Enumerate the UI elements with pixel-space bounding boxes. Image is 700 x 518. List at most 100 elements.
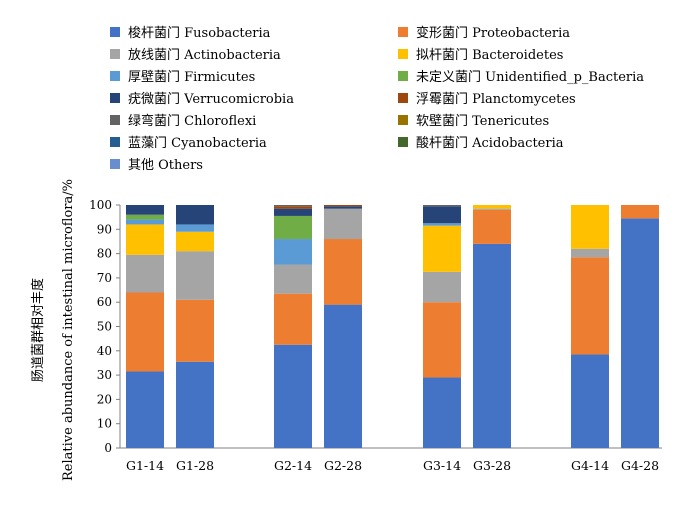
legend-label: 其他 Others	[128, 158, 203, 173]
bar-segment	[324, 304, 362, 448]
y-tick-label: 20	[97, 392, 112, 406]
y-tick-label: 30	[97, 368, 112, 382]
bar-segment	[324, 208, 362, 240]
legend: 梭杆菌门 Fusobacteria 变形菌门 Proteobacteria 放线菌门…	[110, 25, 644, 173]
bar-segment	[126, 214, 164, 220]
legend-label: 疣微菌门 Verrucomicrobia	[128, 92, 294, 107]
legend-swatch	[398, 137, 408, 147]
legend-label: 绿弯菌门 Chloroflexi	[128, 113, 256, 129]
legend-swatch	[110, 159, 120, 169]
bar-segment	[324, 239, 362, 305]
x-tick-label: G1-14	[126, 458, 164, 473]
legend-item: 梭杆菌门 Fusobacteria	[110, 25, 271, 41]
legend-swatch	[398, 93, 408, 103]
y-axis-title-cn: 肠道菌群相对丰度	[30, 278, 46, 382]
bar-segment	[324, 206, 362, 209]
y-axis-title: 肠道菌群相对丰度 Relative abundance of intestina…	[30, 179, 76, 481]
legend-swatch	[110, 49, 120, 59]
legend-item: 软壁菌门 Tenericutes	[398, 114, 549, 129]
bar-segment	[571, 257, 609, 355]
bar-segment	[176, 361, 214, 448]
legend-item: 绿弯菌门 Chloroflexi	[110, 113, 256, 129]
legend-label: 放线菌门 Actinobacteria	[128, 48, 281, 63]
legend-label: 厚壁菌门 Firmicutes	[128, 70, 255, 85]
legend-label: 未定义菌门 Unidentified_p_Bacteria	[416, 70, 644, 85]
y-tick-label: 80	[97, 247, 112, 261]
legend-label: 蓝藻门 Cyanobacteria	[128, 136, 267, 151]
legend-swatch	[398, 27, 408, 37]
legend-swatch	[398, 115, 408, 125]
bar-segment	[274, 264, 312, 294]
legend-item: 未定义菌门 Unidentified_p_Bacteria	[398, 70, 644, 85]
bar-segment	[423, 271, 461, 303]
y-tick-label: 0	[104, 441, 112, 455]
bar-segment	[571, 354, 609, 448]
legend-item: 浮霉菌门 Planctomycetes	[398, 92, 576, 107]
y-tick-label: 40	[97, 344, 112, 358]
legend-swatch	[110, 115, 120, 125]
bar-segment	[423, 206, 461, 224]
legend-label: 变形菌门 Proteobacteria	[416, 25, 570, 41]
y-tick-label: 60	[97, 295, 112, 309]
y-tick-label: 100	[89, 198, 112, 212]
legend-label: 浮霉菌门 Planctomycetes	[416, 92, 576, 107]
x-tick-label: G4-28	[621, 458, 659, 473]
legend-swatch	[110, 71, 120, 81]
bar-segment	[473, 208, 511, 210]
bar-segment	[423, 225, 461, 272]
bar-segment	[176, 231, 214, 252]
legend-item: 蓝藻门 Cyanobacteria	[110, 136, 267, 151]
bar-segment	[176, 224, 214, 232]
bar-segment	[176, 299, 214, 362]
y-tick-label: 50	[97, 320, 112, 334]
bar-segment	[274, 205, 312, 207]
x-tick-label: G3-28	[473, 458, 511, 473]
x-tick-label: G4-14	[571, 458, 609, 473]
legend-label: 酸杆菌门 Acidobacteria	[416, 136, 564, 151]
bar-segment	[126, 219, 164, 225]
legend-label: 软壁菌门 Tenericutes	[416, 114, 549, 129]
bar-segment	[423, 302, 461, 378]
legend-item: 疣微菌门 Verrucomicrobia	[110, 92, 294, 107]
bar-segment	[274, 206, 312, 209]
legend-label: 梭杆菌门 Fusobacteria	[128, 25, 271, 41]
bar-segment	[423, 205, 461, 207]
bar-segment	[126, 205, 164, 215]
bar-segment	[126, 292, 164, 372]
bar-segment	[423, 223, 461, 226]
bar-segment	[473, 243, 511, 448]
legend-item: 酸杆菌门 Acidobacteria	[398, 136, 564, 151]
legend-item: 厚壁菌门 Firmicutes	[110, 70, 255, 85]
bar-segment	[423, 377, 461, 448]
bar-segment	[126, 254, 164, 293]
x-tick-label: G2-14	[274, 458, 312, 473]
x-tick-label: G1-28	[176, 458, 214, 473]
legend-item: 其他 Others	[110, 158, 203, 173]
y-tick-label: 10	[97, 417, 112, 431]
bar-segment	[571, 248, 609, 258]
bar-segment	[621, 218, 659, 448]
x-tick-label: G3-14	[423, 458, 461, 473]
bar-segment	[176, 205, 214, 225]
y-tick-label: 90	[97, 222, 112, 236]
legend-swatch	[110, 137, 120, 147]
y-axis-title-en: Relative abundance of intestinal microfl…	[61, 179, 76, 481]
legend-item: 拟杆菌门 Bacteroidetes	[398, 48, 563, 63]
bar-segment	[126, 371, 164, 448]
bar-segment	[473, 209, 511, 244]
bar-segment	[176, 251, 214, 300]
bar-segment	[473, 205, 511, 209]
bar-segment	[274, 239, 312, 265]
bar-segment	[274, 344, 312, 448]
bar-segment	[324, 205, 362, 207]
bar-segment	[274, 208, 312, 216]
legend-item: 变形菌门 Proteobacteria	[398, 25, 570, 41]
plot-area: 0 10 20 30 40 50 60 70 80 90 100 G1-14 G1-28 G2-14 G2-…	[89, 198, 662, 473]
x-tick-label: G2-28	[324, 458, 362, 473]
legend-item: 放线菌门 Actinobacteria	[110, 48, 281, 63]
legend-swatch	[398, 49, 408, 59]
y-tick-label: 70	[97, 271, 112, 285]
bar-segment	[274, 293, 312, 345]
legend-swatch	[110, 93, 120, 103]
